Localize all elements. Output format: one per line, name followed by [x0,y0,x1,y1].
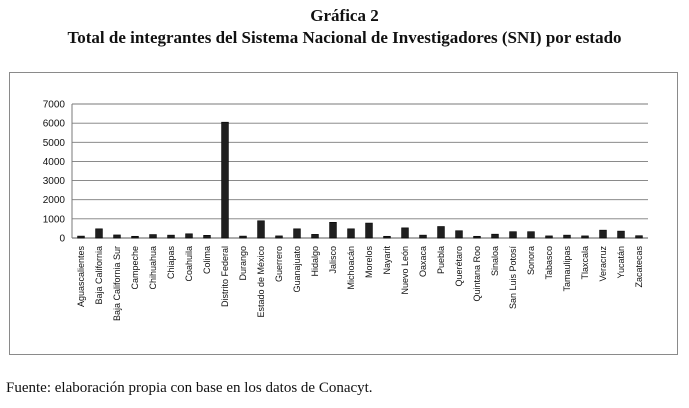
bar [185,233,193,239]
x-tick-label: Sonora [526,246,536,275]
bar [635,235,643,239]
bar [581,235,589,239]
x-tick-label: Veracruz [598,246,608,282]
bar [563,234,571,239]
bar [95,228,103,239]
figure-label: Gráfica 2 [310,6,379,25]
x-tick-label: Guerrero [274,246,284,282]
bar [347,228,355,239]
x-tick-label: Quintana Roo [472,246,482,302]
y-tick-label: 4000 [43,157,66,168]
bar [257,220,265,239]
x-tick-label: Aguascalientes [76,246,86,308]
x-tick-label: Yucatán [616,246,626,279]
bar [509,231,517,239]
bar [599,229,607,239]
bar [203,235,211,239]
bar [329,222,337,239]
x-tick-label: Tabasco [544,246,554,280]
x-tick-label: Oaxaca [418,246,428,277]
bar [167,234,175,239]
bar [113,234,121,239]
x-tick-label: Michoacán [346,246,356,290]
y-tick-label: 1000 [43,214,66,225]
chart-title: Total de integrantes del Sistema Naciona… [67,28,622,47]
source-note: Fuente: elaboración propia con base en l… [6,380,373,396]
x-tick-label: Nayarit [382,246,392,275]
bar [149,234,157,239]
bar [221,121,229,239]
x-tick-label: Sinaloa [490,246,500,276]
x-tick-label: Colima [202,246,212,274]
y-tick-label: 2000 [43,195,66,206]
y-tick-label: 7000 [43,100,66,111]
bar [293,228,301,239]
bar [419,234,427,239]
x-tick-label: Tlaxcala [580,246,590,280]
x-tick-label: Jalisco [328,246,338,274]
x-tick-label: Chiapas [166,246,176,280]
bar [401,227,409,239]
x-tick-label: San Luis Potosí [508,246,518,310]
x-tick-label: Morelos [364,246,374,279]
bar [275,235,283,239]
bar [545,235,553,239]
x-tick-label: Baja California Sur [112,246,122,321]
bar [365,222,373,239]
bar [455,230,463,239]
bar [437,226,445,239]
x-tick-label: Zacatecas [634,246,644,288]
x-tick-label: Chihuahua [148,246,158,290]
x-tick-label: Hidalgo [310,246,320,277]
x-tick-label: Nuevo León [400,246,410,295]
bar [239,235,247,239]
bar [131,235,139,239]
x-tick-label: Durango [238,246,248,281]
bar [527,231,535,239]
y-tick-label: 5000 [43,138,66,149]
x-tick-label: Coahuila [184,246,194,282]
bar [311,234,319,239]
x-tick-label: Querétaro [454,246,464,287]
bar [383,235,391,239]
x-tick-label: Baja California [94,246,104,305]
x-tick-label: Puebla [436,246,446,274]
x-tick-label: Campeche [130,246,140,290]
y-tick-label: 0 [59,234,65,245]
x-tick-label: Tamaulipas [562,246,572,292]
bar [617,230,625,239]
bar [491,233,499,239]
bar [473,235,481,239]
chart-panel: 0 1000 2000 3000 4000 5000 6000 7000 Aguascalien… [9,72,678,355]
x-tick-label: Estado de México [256,246,266,318]
x-tick-label: Guanajuato [292,246,302,293]
bar [77,235,85,239]
y-tick-label: 6000 [43,119,66,130]
y-tick-label: 3000 [43,176,66,187]
x-tick-label: Distrito Federal [220,246,230,307]
bar-chart: 0 1000 2000 3000 4000 5000 6000 7000 Aguascalien… [43,100,648,321]
